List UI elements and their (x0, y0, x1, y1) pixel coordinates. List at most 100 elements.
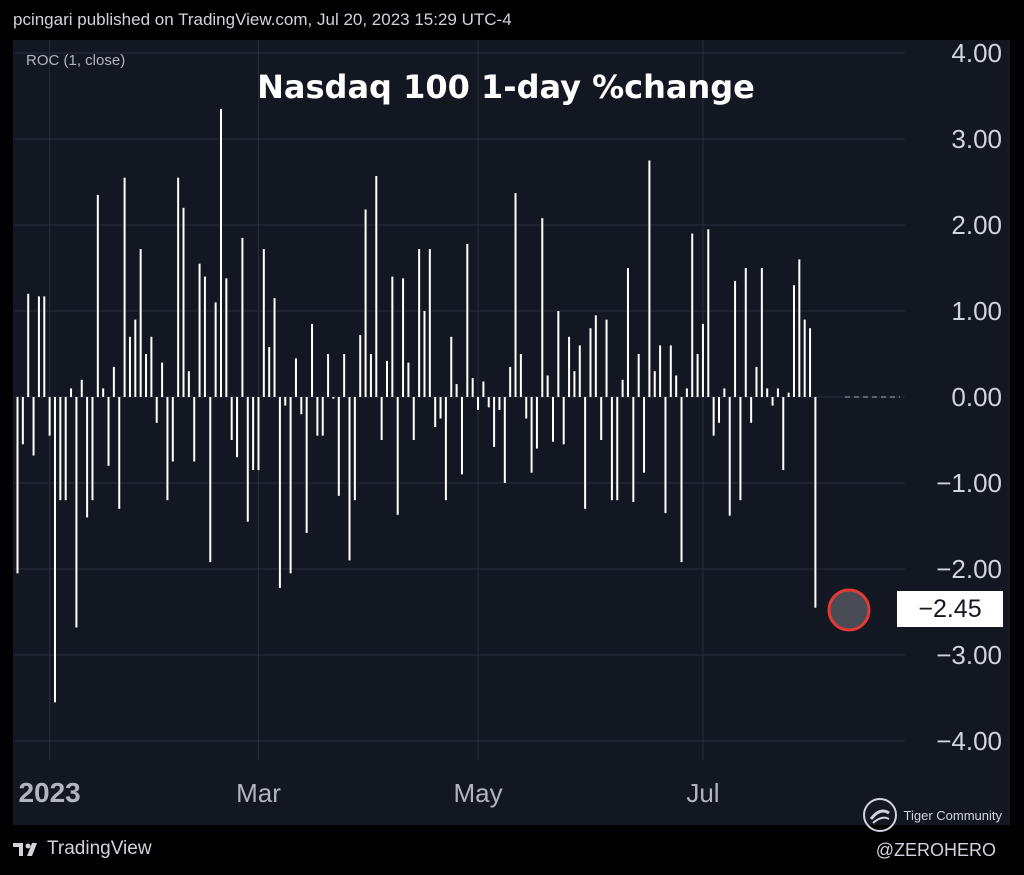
roc-bar (573, 371, 576, 397)
roc-bar (21, 397, 24, 445)
roc-bar (150, 336, 153, 397)
x-tick-label: May (453, 778, 502, 808)
roc-bar (273, 298, 276, 397)
roc-bar (375, 175, 378, 397)
roc-bar (219, 108, 222, 398)
roc-bar (321, 397, 324, 436)
roc-bar (428, 249, 431, 397)
roc-bar (70, 388, 73, 397)
roc-bar (327, 354, 330, 397)
y-tick-label: 1.00 (951, 296, 1002, 326)
roc-bar (128, 336, 131, 397)
roc-bar (792, 285, 795, 397)
roc-bar (134, 319, 137, 397)
roc-bar (466, 243, 469, 397)
y-tick-label: −2.00 (936, 554, 1002, 584)
roc-bar (209, 397, 212, 563)
roc-bar (594, 315, 597, 397)
roc-bar (118, 397, 121, 509)
roc-bar (64, 397, 67, 501)
roc-bar (814, 397, 817, 608)
roc-bar (450, 336, 453, 397)
roc-bar (241, 237, 244, 397)
roc-bar (305, 397, 308, 533)
roc-bar (744, 268, 747, 397)
roc-bar (766, 388, 769, 397)
roc-bar (161, 362, 164, 397)
roc-bar (166, 397, 169, 501)
roc-bar (364, 209, 367, 397)
tiger-community-watermark: Tiger Community (862, 797, 1002, 833)
roc-bar (171, 397, 174, 462)
roc-bar (610, 397, 613, 501)
y-tick-label: 3.00 (951, 124, 1002, 154)
tiger-logo-icon (862, 798, 897, 832)
roc-bar (643, 397, 646, 473)
roc-bar (59, 397, 62, 501)
roc-bar (86, 397, 89, 518)
roc-bar (246, 397, 249, 522)
roc-bar (782, 397, 785, 471)
tradingview-logo-icon (13, 843, 37, 856)
roc-bar (787, 392, 790, 397)
roc-bar (455, 384, 458, 397)
roc-bar (616, 397, 619, 501)
brand-name: TradingView (47, 838, 152, 859)
roc-bar (444, 397, 447, 501)
gridlines (13, 40, 905, 760)
roc-bar (578, 345, 581, 397)
roc-bar (723, 388, 726, 397)
roc-bar (193, 397, 196, 462)
watermark-text: Tiger Community (903, 807, 1002, 823)
roc-bar (43, 296, 46, 397)
roc-bar (701, 323, 704, 397)
roc-bar (707, 229, 710, 397)
roc-bar (530, 397, 533, 473)
roc-bar (96, 194, 99, 397)
roc-bar (535, 397, 538, 449)
y-tick-label: −3.00 (936, 640, 1002, 670)
roc-bar (268, 347, 271, 397)
roc-bar (396, 397, 399, 515)
roc-bar (771, 397, 774, 406)
roc-bar (16, 397, 19, 574)
roc-bar (626, 268, 629, 397)
roc-bar (369, 354, 372, 397)
roc-bar (809, 328, 812, 397)
roc-bar (760, 268, 763, 397)
roc-bar (412, 397, 415, 440)
roc-bar (776, 388, 779, 397)
roc-bar (439, 397, 442, 419)
roc-bar (353, 397, 356, 501)
y-tick-label: 4.00 (951, 38, 1002, 68)
roc-bar (262, 249, 265, 397)
roc-bar (236, 397, 239, 458)
roc-bar (460, 397, 463, 475)
roc-bar (311, 323, 314, 397)
roc-bar (294, 358, 297, 397)
roc-bar (423, 311, 426, 397)
roc-bar (107, 397, 110, 466)
roc-bar (734, 280, 737, 397)
roc-bar (664, 397, 667, 514)
roc-bar (32, 397, 35, 456)
last-value-label: −2.45 (897, 591, 1003, 627)
roc-bar (728, 397, 731, 516)
roc-bar (102, 388, 105, 397)
roc-bar (214, 302, 217, 397)
roc-bar (471, 378, 474, 397)
roc-bar (519, 354, 522, 397)
tradingview-brand[interactable]: TradingView (13, 838, 152, 860)
roc-bar (503, 397, 506, 483)
roc-bar (75, 397, 78, 628)
roc-bar (123, 177, 126, 397)
roc-bar (386, 360, 388, 397)
roc-bar (391, 276, 394, 397)
roc-bar (300, 397, 303, 415)
x-tick-label: Mar (236, 778, 281, 808)
roc-bar (750, 397, 753, 423)
x-tick-label: 2023 (18, 777, 80, 808)
roc-bar (659, 345, 662, 397)
chart-title: Nasdaq 100 1-day %change (257, 68, 755, 106)
roc-bar (653, 371, 656, 397)
